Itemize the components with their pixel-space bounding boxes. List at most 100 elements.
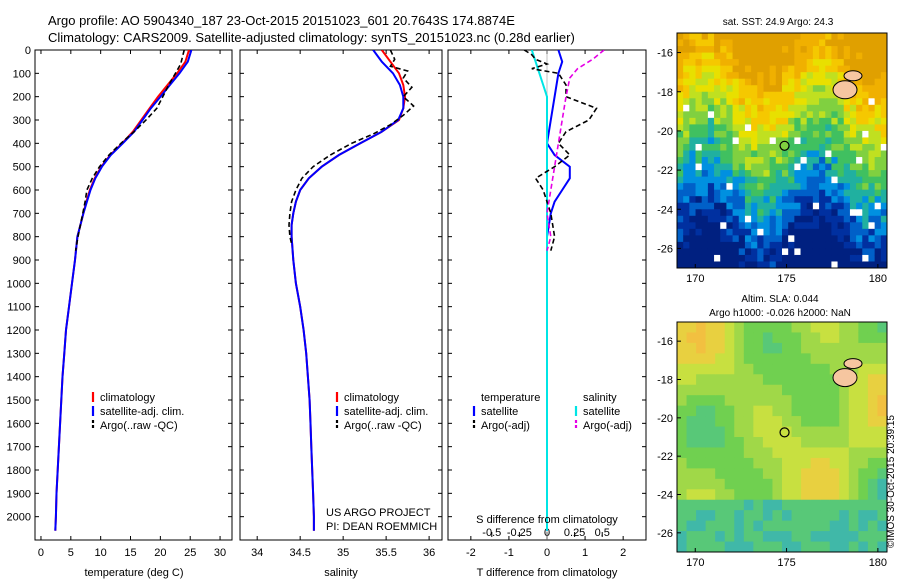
map-cell (744, 183, 752, 191)
map-cell (820, 384, 831, 396)
map-cell (819, 150, 826, 158)
map-cell (707, 137, 715, 145)
map-cell (801, 332, 812, 344)
map-cell (714, 248, 721, 256)
map-cell (763, 254, 771, 263)
map-y-tick-label: -22 (657, 451, 673, 463)
map-cell (800, 215, 808, 223)
map-cell (782, 124, 789, 132)
map-cell (788, 117, 795, 125)
map-cell (782, 489, 793, 501)
map-cell (820, 531, 831, 543)
map-cell (794, 163, 802, 171)
map-cell (848, 489, 859, 501)
map-cell (701, 235, 709, 243)
map-cell (856, 176, 863, 184)
map-cell (862, 150, 870, 158)
map-cell (820, 437, 831, 449)
map-cell (843, 143, 851, 152)
map-cell (744, 46, 752, 54)
map-cell (714, 261, 721, 268)
map-cell (686, 322, 697, 334)
map-cell (862, 91, 870, 99)
series-temperature-satellite (545, 50, 571, 531)
map-cell (874, 65, 882, 73)
map-cell (726, 261, 734, 268)
map-cell (867, 322, 879, 334)
map-cell (707, 248, 715, 256)
map-cell (762, 426, 774, 438)
map-cell (720, 170, 728, 178)
map-cell (788, 189, 795, 197)
map-cell (877, 510, 887, 522)
map-cell (800, 228, 808, 236)
map-cell (825, 183, 833, 191)
map-cell (782, 143, 789, 152)
map-cell (753, 426, 764, 438)
map-cell (677, 520, 688, 532)
map-cell (775, 124, 783, 132)
map-cell (683, 176, 690, 184)
map-cell (757, 39, 765, 47)
y-tick-label: 800 (13, 232, 31, 244)
map-cell (738, 183, 746, 191)
map-cell (831, 124, 839, 132)
map-cell (683, 228, 690, 236)
map-cell (819, 248, 826, 256)
map-cell (788, 39, 795, 47)
map-cell (715, 541, 726, 552)
map-cell (820, 499, 831, 511)
map-cell (880, 163, 887, 171)
map-cell (753, 363, 764, 375)
map-cell (837, 254, 845, 263)
map-y-tick-label: -20 (657, 126, 673, 138)
map-cell (877, 499, 887, 511)
map-cell (829, 510, 840, 522)
map-cell (819, 46, 826, 54)
map-cell (696, 468, 707, 480)
map-cell (720, 228, 728, 236)
map-cell (839, 332, 850, 344)
map-cell (677, 170, 684, 178)
map-cell (848, 342, 859, 354)
map-cell (689, 189, 697, 197)
map-cell (689, 157, 697, 165)
map-cell (775, 91, 783, 99)
map-cell (856, 222, 863, 230)
map-cell (769, 111, 777, 119)
map-cell (858, 478, 869, 490)
map-cell (772, 342, 783, 354)
map-cell (880, 65, 887, 73)
map-cell (732, 215, 740, 223)
map-y-tick-label: -18 (657, 375, 673, 387)
map-cell (689, 215, 697, 223)
map-cell (734, 322, 745, 334)
map-cell (848, 478, 859, 490)
x-tick-label: -2 (466, 547, 476, 559)
map-cell (800, 52, 808, 60)
map-cell (849, 104, 857, 112)
map-cell (757, 183, 765, 191)
map-cell (677, 384, 688, 396)
map-cell (837, 222, 845, 230)
map-cell (696, 478, 707, 490)
map-cell (677, 150, 684, 158)
y-tick-label: 900 (13, 255, 31, 267)
map-cell (829, 363, 840, 375)
temperature-xlabel: temperature (deg C) (84, 567, 183, 579)
map-cell (880, 248, 887, 256)
map-cell (769, 150, 777, 158)
map-cell (689, 117, 697, 125)
map-cell (831, 261, 839, 268)
map-cell (686, 426, 697, 438)
map-cell (801, 395, 812, 407)
map-cell (683, 117, 690, 125)
map-cell (763, 202, 771, 210)
map-cell (794, 235, 802, 243)
x-tick-label: -1 (504, 547, 514, 559)
map-cell (843, 176, 851, 184)
map-cell (831, 33, 839, 41)
map-cell (782, 332, 793, 344)
map-cell (837, 235, 845, 243)
map-cell (880, 150, 887, 158)
